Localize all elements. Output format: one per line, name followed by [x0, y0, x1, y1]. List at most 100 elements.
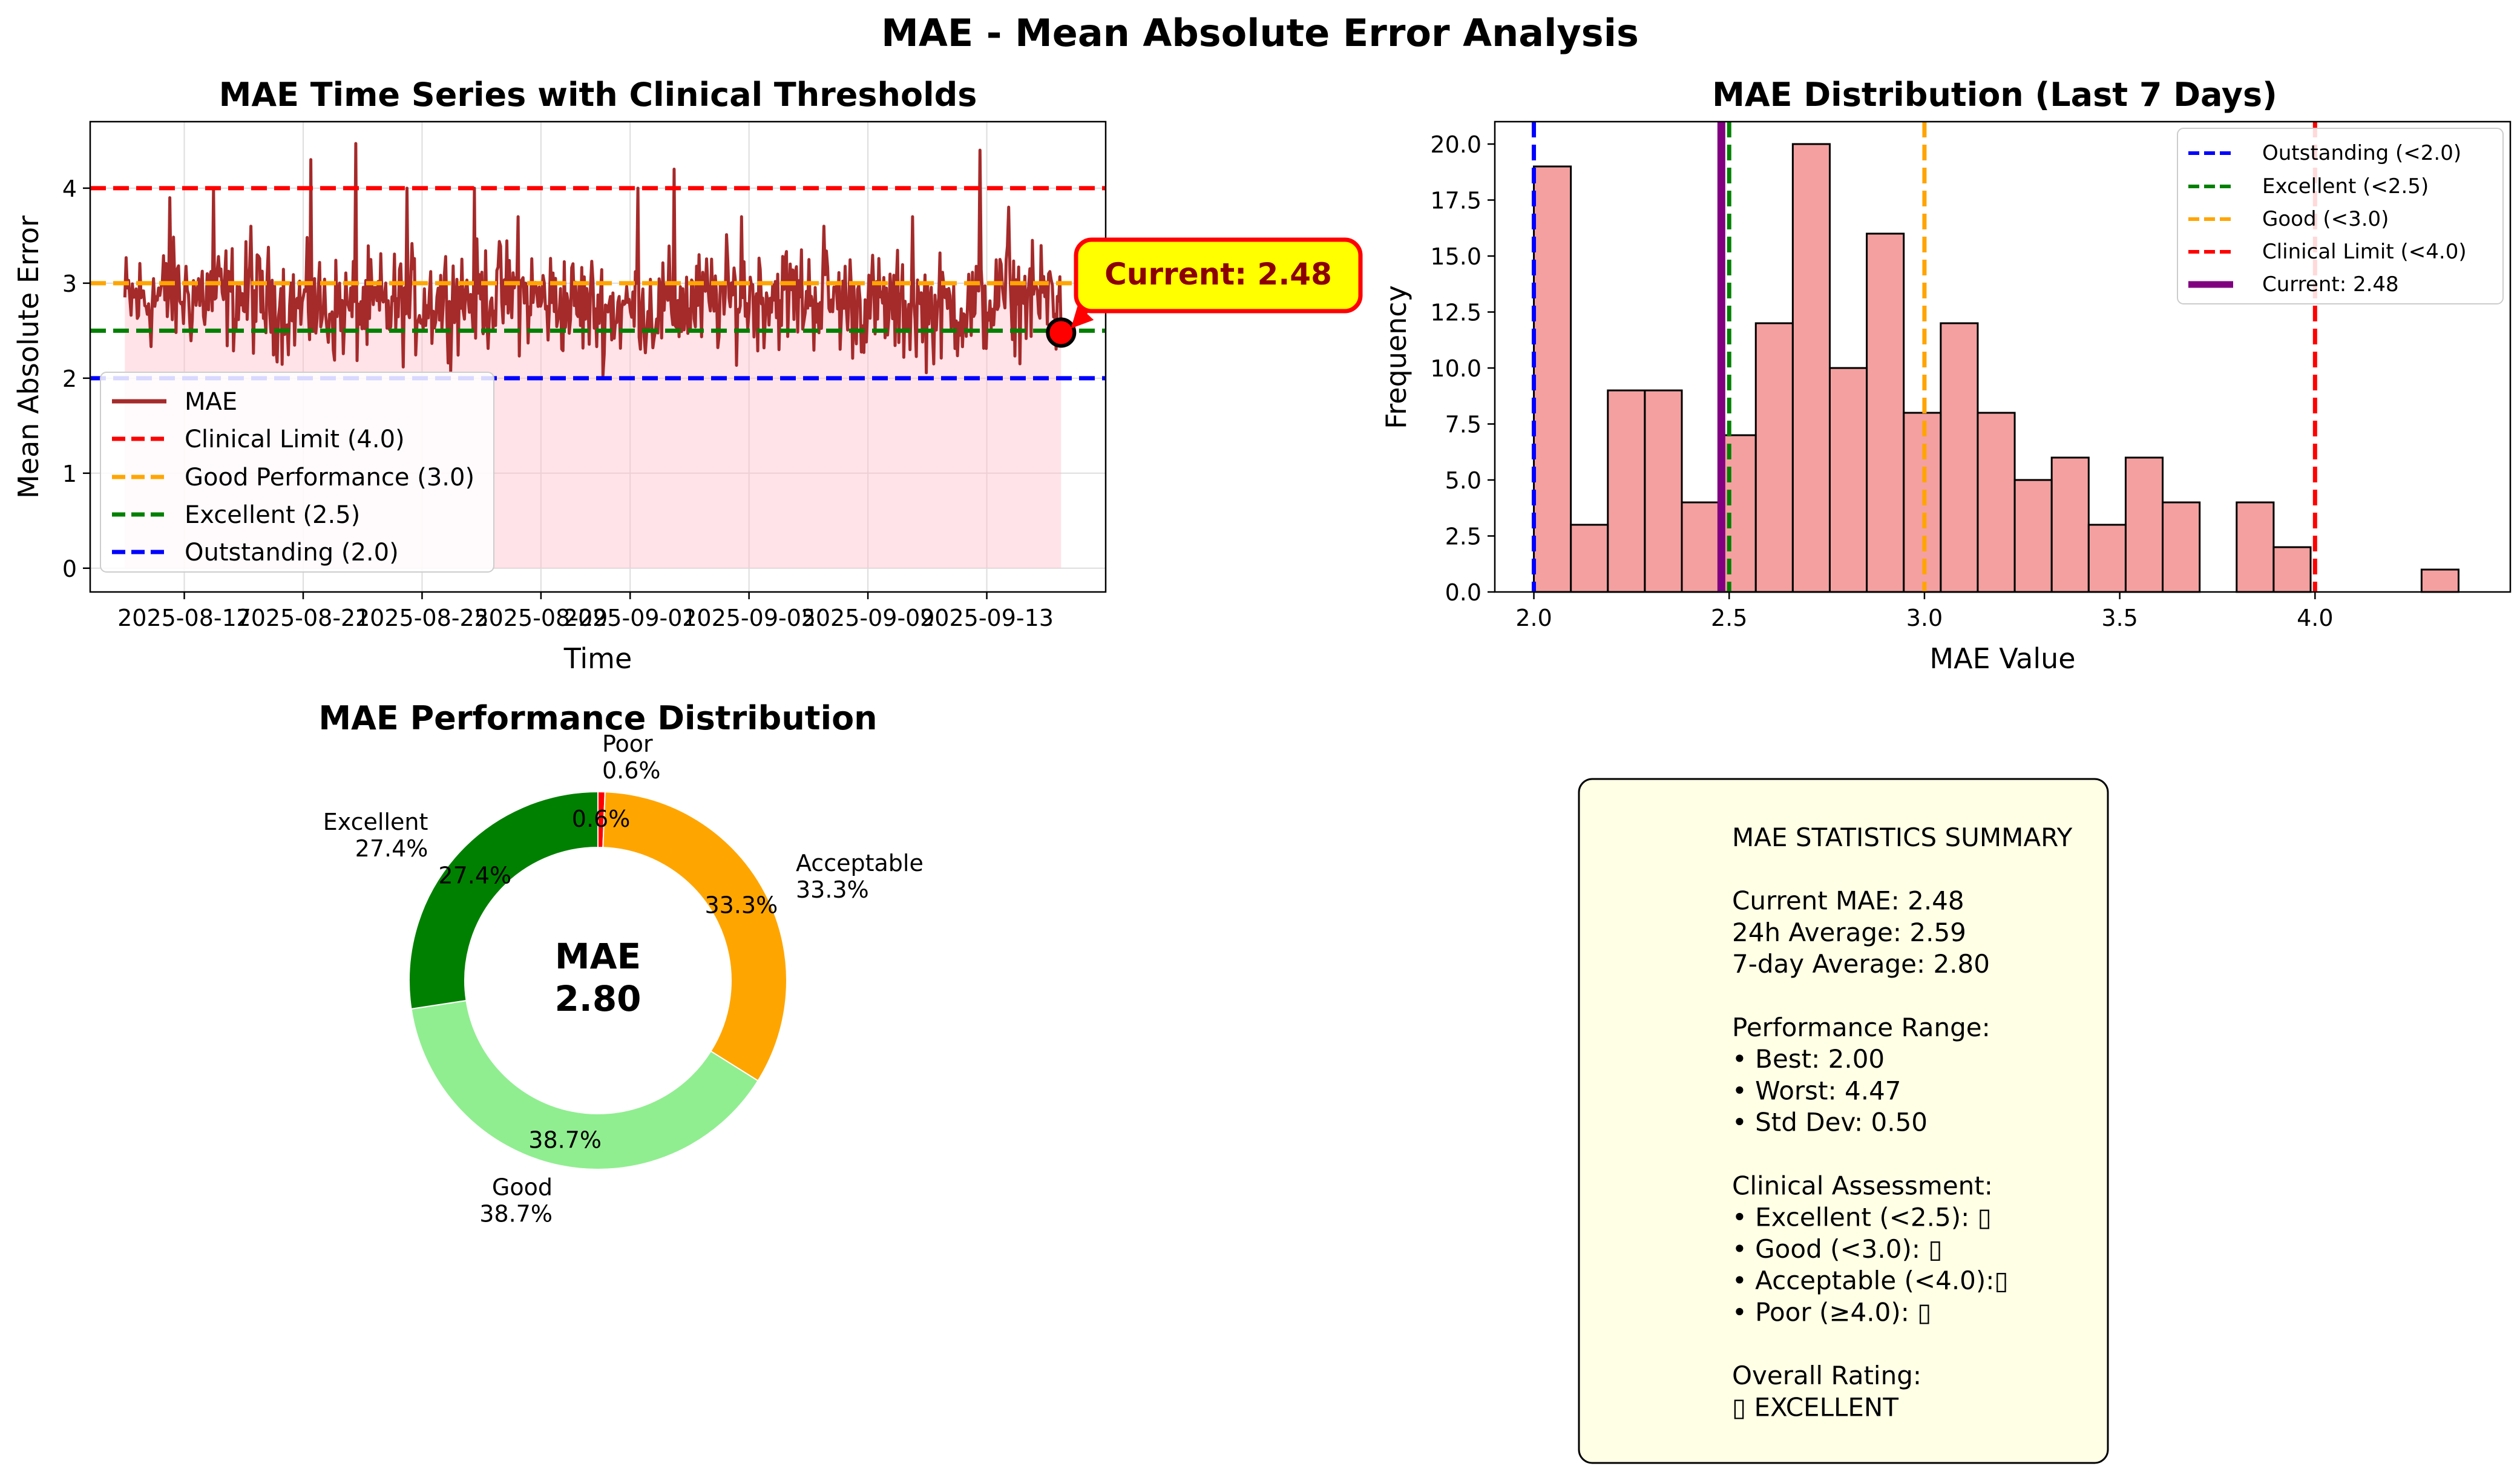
stats-line: • Std Dev: 0.50	[1732, 1108, 1928, 1137]
current-callout-box	[1074, 237, 1363, 314]
current-point	[1046, 317, 1077, 348]
histogram-title: MAE Distribution (Last 7 Days)	[1712, 76, 2277, 114]
hist-legend-label-good: Good (<3.0)	[2262, 207, 2389, 231]
histogram-bar	[1570, 524, 1609, 593]
histogram-ytick-label: 7.5	[1445, 412, 1481, 438]
hist-legend-label-current: Current: 2.48	[2262, 272, 2399, 297]
stats-line: • Worst: 4.47	[1732, 1076, 1901, 1105]
donut-slice-acceptable	[602, 791, 788, 1082]
stats-line: Clinical Assessment:	[1732, 1171, 1993, 1200]
stats-line: MAE STATISTICS SUMMARY	[1732, 823, 2073, 852]
donut-slice-pct: 0.6%	[572, 806, 631, 832]
legend-label-excellent: Excellent (2.5)	[185, 501, 360, 529]
histogram-ytick-label: 10.0	[1430, 355, 1481, 382]
histogram-bar	[2124, 456, 2164, 593]
donut-slice-pct: 27.4%	[438, 862, 511, 889]
stats-box	[1578, 778, 2109, 1464]
histogram-bar	[2236, 501, 2275, 593]
current-marker	[1046, 317, 1077, 348]
histogram-xtick-label: 2.0	[1515, 605, 1552, 631]
histogram-bar	[2420, 568, 2459, 593]
histogram-panel: MAE Distribution (Last 7 Days) 0.0 2.5 5.0…	[1380, 76, 2512, 675]
donut-center-label: MAE	[555, 936, 641, 977]
stats-line: • Excellent (<2.5): ▯	[1732, 1203, 1992, 1232]
histogram-xtick-label: 4.0	[2297, 605, 2333, 631]
histogram-bar	[1607, 389, 1646, 593]
stats-line: • Acceptable (<4.0):▯	[1732, 1266, 2009, 1295]
timeseries-xlabel: Time	[563, 642, 632, 675]
donut-slice-pct: 33.3%	[704, 892, 778, 919]
stats-line: Current MAE: 2.48	[1732, 886, 1964, 916]
timeseries-xtick-label: 2025-09-05	[682, 605, 816, 631]
histogram-ytick-label: 20.0	[1430, 131, 1481, 158]
histogram-ytick-label: 12.5	[1430, 300, 1481, 326]
legend-label-clinical: Clinical Limit (4.0)	[185, 426, 405, 453]
stats-line: ▯ EXCELLENT	[1732, 1392, 1898, 1422]
timeseries-xtick-label: 2025-09-13	[920, 605, 1054, 631]
stats-line: • Good (<3.0): ▯	[1732, 1234, 1942, 1264]
hist-legend-label-clinical: Clinical Limit (<4.0)	[2262, 240, 2467, 264]
histogram-bar	[2162, 501, 2201, 593]
timeseries-title: MAE Time Series with Clinical Thresholds	[219, 76, 977, 114]
donut-slices	[409, 790, 788, 1170]
donut-slice-good	[410, 999, 759, 1170]
stats-panel: MAE STATISTICS SUMMARY Current MAE: 2.482…	[1578, 778, 2109, 1464]
histogram-y-ticks: 0.0 2.5 5.0 7.5 10.0 12.5 15.0 17.5 20.0	[1430, 131, 1495, 606]
stats-line: • Poor (≥4.0): ▯	[1732, 1298, 1931, 1327]
histogram-bar	[1940, 322, 1979, 593]
mae-series-line	[123, 142, 1063, 378]
histogram-bar	[1977, 412, 2016, 593]
timeseries-ytick-label: 1	[62, 461, 77, 487]
histogram-bar	[2013, 479, 2053, 593]
donut-slice-label: Excellent 27.4%	[323, 809, 428, 862]
histogram-ytick-label: 0.0	[1445, 579, 1481, 606]
histogram-bar	[1791, 143, 1831, 593]
histogram-bar	[1754, 322, 1794, 593]
histogram-xtick-label: 3.0	[1906, 605, 1943, 631]
hist-legend-label-outstanding: Outstanding (<2.0)	[2262, 141, 2461, 165]
donut-slice-label: Poor 0.6%	[602, 731, 661, 784]
histogram-xtick-label: 3.5	[2101, 605, 2138, 631]
timeseries-y-ticks: 0 1 2 3 4	[62, 176, 90, 582]
timeseries-ylabel: Mean Absolute Error	[12, 215, 45, 499]
legend-label-good: Good Performance (3.0)	[185, 464, 474, 491]
histogram-xtick-label: 2.5	[1711, 605, 1747, 631]
donut-labels: 0.6% Poor 0.6% 33.3% Acceptable 33.3% 38.7% Goo…	[323, 731, 924, 1227]
legend-label-mae: MAE	[185, 388, 237, 416]
histogram-ylabel: Frequency	[1380, 285, 1413, 429]
current-callout: Current: 2.48	[1071, 237, 1363, 329]
histogram-ytick-label: 2.5	[1445, 524, 1481, 550]
figure-title: MAE - Mean Absolute Error Analysis	[881, 11, 1639, 55]
histogram-bars	[1533, 143, 2459, 593]
timeseries-xtick-label: 2025-08-29	[474, 605, 608, 631]
histogram-frame	[1494, 120, 2512, 593]
stats-line: 24h Average: 2.59	[1732, 918, 1966, 947]
timeseries-panel: MAE Time Series with Clinical Thresholds…	[12, 76, 1363, 675]
histogram-bar	[2087, 524, 2127, 593]
donut-slice-pct: 38.7%	[528, 1126, 602, 1153]
timeseries-frame	[89, 120, 1107, 593]
donut-center-value: 2.80	[554, 978, 641, 1019]
histogram-bar	[1903, 412, 1942, 593]
timeseries-xtick-label: 2025-08-25	[355, 605, 489, 631]
timeseries-xtick-label: 2025-09-09	[801, 605, 935, 631]
stats-text: MAE STATISTICS SUMMARY Current MAE: 2.482…	[1732, 823, 2073, 1422]
histogram-bar	[2050, 456, 2090, 593]
donut-slice-label: Good 38.7%	[479, 1174, 553, 1227]
histogram-legend: Outstanding (<2.0) Excellent (<2.5) Good…	[2177, 128, 2504, 304]
histogram-bar	[1681, 501, 1720, 593]
histogram-bar	[2272, 546, 2312, 593]
stats-line: Overall Rating:	[1732, 1361, 1921, 1390]
current-callout-text: Current: 2.48	[1104, 257, 1332, 292]
donut-slice-label: Acceptable 33.3%	[796, 850, 924, 903]
timeseries-ytick-label: 3	[62, 271, 77, 297]
histogram-bar	[1533, 165, 1572, 593]
donut-title: MAE Performance Distribution	[318, 699, 877, 737]
histogram-ytick-label: 5.0	[1445, 467, 1481, 494]
histogram-bar	[1828, 367, 1868, 593]
timeseries-ytick-label: 0	[62, 556, 77, 582]
donut-slice-excellent	[409, 790, 599, 1010]
histogram-ytick-label: 17.5	[1430, 188, 1481, 214]
